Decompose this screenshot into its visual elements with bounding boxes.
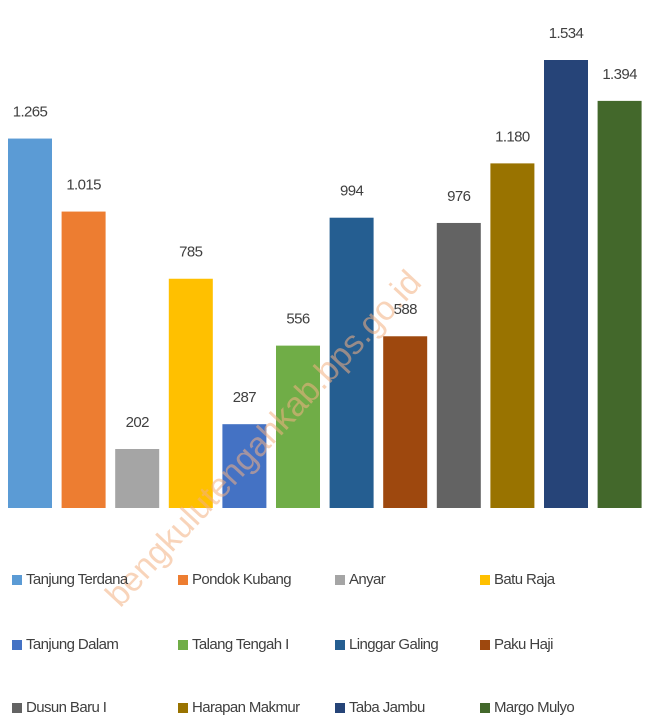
bar — [544, 60, 588, 508]
value-label: 1.534 — [549, 25, 584, 42]
value-label: 994 — [340, 183, 363, 200]
bar — [8, 138, 52, 509]
bar — [436, 222, 481, 508]
legend-label: Harapan Makmur — [192, 699, 300, 716]
bar — [276, 345, 320, 508]
legend-label: Batu Raja — [494, 571, 556, 588]
value-label: 976 — [447, 188, 470, 205]
bar — [168, 278, 213, 508]
bar — [597, 100, 642, 509]
legend-swatch — [480, 703, 490, 713]
legend-swatch — [12, 703, 22, 713]
legend-swatch — [480, 640, 490, 650]
value-label: 1.394 — [602, 66, 637, 83]
bar — [490, 163, 535, 508]
legend-label: Margo Mulyo — [494, 699, 574, 716]
value-label: 202 — [126, 414, 149, 431]
value-label: 1.015 — [66, 177, 101, 194]
legend-label: Anyar — [349, 571, 386, 588]
value-label: 556 — [286, 311, 309, 328]
bar — [329, 217, 374, 508]
bar — [61, 211, 106, 508]
watermark: bengkulutengahkab.bps.go.id — [98, 263, 429, 614]
legend-label: Paku Haji — [494, 636, 553, 653]
legend-swatch — [178, 575, 188, 585]
value-label: 588 — [394, 301, 417, 318]
value-label: 1.180 — [495, 128, 530, 145]
legend-label: Tanjung Dalam — [26, 636, 118, 653]
bar — [383, 336, 428, 508]
value-label: 1.265 — [13, 104, 48, 121]
bar — [115, 449, 160, 508]
legend-swatch — [335, 575, 345, 585]
legend-swatch — [335, 703, 345, 713]
legend-swatch — [480, 575, 490, 585]
bar — [222, 424, 267, 508]
legend-swatch — [335, 640, 345, 650]
legend-swatch — [12, 640, 22, 650]
legend-swatch — [178, 640, 188, 650]
legend-label: Taba Jambu — [349, 699, 425, 716]
legend-swatch — [178, 703, 188, 713]
legend-label: Talang Tengah I — [192, 636, 289, 653]
legend-label: Pondok Kubang — [192, 571, 291, 588]
legend-label: Dusun Baru I — [26, 699, 106, 716]
value-label: 785 — [179, 244, 202, 261]
legend-label: Linggar Galing — [349, 636, 438, 653]
legend-swatch — [12, 575, 22, 585]
legend-label: Tanjung Terdana — [26, 571, 129, 588]
value-label: 287 — [233, 389, 256, 406]
